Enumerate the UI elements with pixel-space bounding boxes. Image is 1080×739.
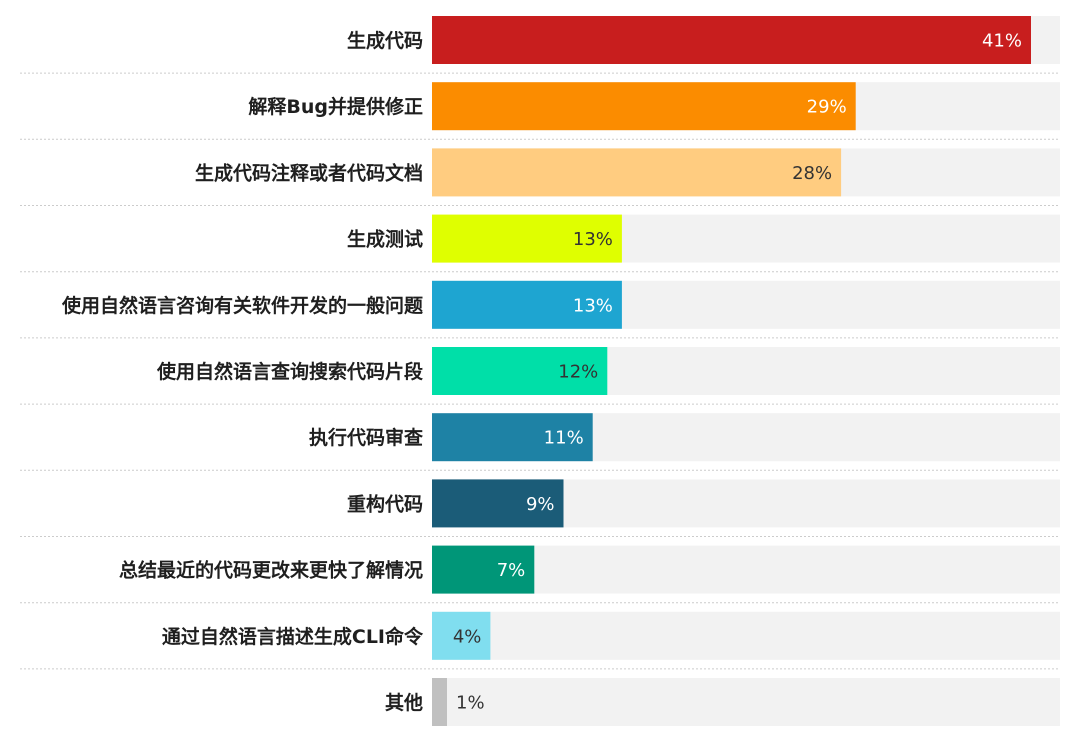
- value-label: 1%: [456, 693, 485, 714]
- value-label: 11%: [544, 428, 584, 449]
- value-label: 41%: [982, 31, 1022, 52]
- bar: [432, 16, 1031, 64]
- bar: [432, 280, 622, 329]
- bar: [432, 611, 491, 660]
- category-label: 生成测试: [347, 228, 423, 251]
- category-label: 使用自然语言查询搜索代码片段: [156, 360, 424, 383]
- bar: [432, 678, 447, 726]
- value-label: 13%: [573, 295, 613, 316]
- bar: [432, 82, 856, 131]
- value-label: 4%: [453, 626, 482, 647]
- value-label: 28%: [792, 163, 832, 184]
- bar: [432, 214, 622, 263]
- bar: [432, 545, 535, 594]
- bar: [432, 347, 608, 395]
- bar: [432, 479, 564, 528]
- category-label: 生成代码: [347, 29, 423, 52]
- category-label: 重构代码: [347, 492, 423, 515]
- category-label: 使用自然语言咨询有关软件开发的一般问题: [61, 294, 423, 317]
- category-label: 通过自然语言描述生成CLI命令: [162, 625, 424, 648]
- category-label: 生成代码注释或者代码文档: [195, 161, 423, 184]
- value-label: 12%: [558, 362, 598, 383]
- value-label: 29%: [807, 97, 847, 118]
- category-label: 执行代码审查: [309, 426, 424, 449]
- bar-track: [432, 545, 1060, 594]
- value-label: 9%: [526, 494, 555, 515]
- bar-track: [432, 611, 1060, 660]
- bar: [432, 413, 593, 462]
- value-label: 7%: [497, 560, 526, 581]
- bar-track: [432, 678, 1060, 726]
- category-label: 总结最近的代码更改来更快了解情况: [119, 559, 423, 582]
- bar: [432, 148, 842, 197]
- category-label: 其他: [385, 691, 423, 714]
- value-label: 13%: [573, 229, 613, 250]
- category-label: 解释Bug并提供修正: [248, 95, 423, 118]
